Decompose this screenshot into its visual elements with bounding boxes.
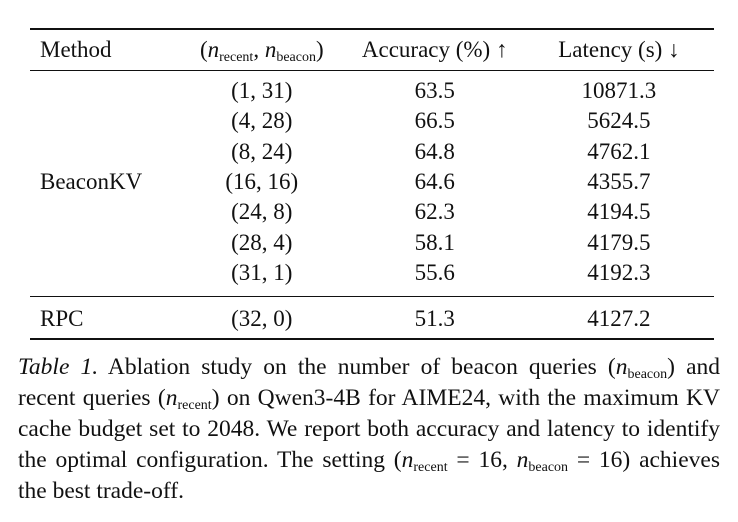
header-accuracy: Accuracy (%) ↑: [361, 37, 508, 62]
config-cell: (8, 24): [231, 138, 293, 164]
config-cell-best: (16, 16): [225, 169, 299, 195]
header-config: (nrecent, nbeacon): [199, 37, 324, 65]
method-cell: [30, 227, 178, 257]
method-cell: [30, 137, 178, 167]
table-row: (31, 1) 55.6 4192.3: [30, 258, 714, 288]
accuracy-cell: 58.1: [414, 229, 455, 255]
table-row-best: BeaconKV (16, 16) 64.6 4355.7: [30, 167, 714, 197]
table-caption: Table 1. Ablation study on the number of…: [18, 354, 721, 504]
accuracy-cell: 64.8: [414, 138, 455, 164]
table-bottom-rule: [30, 338, 714, 340]
table-row: (24, 8) 62.3 4194.5: [30, 197, 714, 227]
config-cell: (1, 31): [231, 78, 293, 104]
ablation-table: Method (nrecent, nbeacon) Accuracy (%) ↑…: [30, 30, 714, 340]
accuracy-cell: 66.5: [414, 108, 455, 134]
config-cell: (4, 28): [231, 108, 293, 134]
accuracy-cell: 51.3: [414, 306, 455, 332]
config-cell: (32, 0): [231, 306, 293, 332]
method-cell: [30, 70, 178, 106]
table-row: (1, 31) 63.5 10871.3: [30, 70, 714, 106]
method-cell: [30, 197, 178, 227]
latency-cell: 4762.1: [587, 138, 651, 164]
config-cell: (31, 1): [231, 259, 293, 285]
table-header-rule: [30, 70, 714, 71]
table-row-rpc: RPC (32, 0) 51.3 4127.2: [30, 288, 714, 340]
latency-cell: 10871.3: [581, 78, 657, 104]
table-row: (28, 4) 58.1 4179.5: [30, 227, 714, 257]
config-cell: (24, 8): [231, 199, 293, 225]
table-row: (8, 24) 64.8 4762.1: [30, 137, 714, 167]
latency-cell: 4194.5: [587, 199, 651, 225]
accuracy-cell: 63.5: [414, 78, 455, 104]
accuracy-cell: 55.6: [414, 259, 455, 285]
table-top-rule: [30, 28, 714, 30]
table-group-rule: [30, 296, 714, 297]
table-header-row: Method (nrecent, nbeacon) Accuracy (%) ↑…: [30, 30, 714, 70]
config-cell: (28, 4): [231, 229, 293, 255]
latency-cell: 4192.3: [587, 259, 651, 285]
latency-cell-best: 4355.7: [587, 169, 651, 195]
method-label-rpc: RPC: [40, 306, 84, 332]
accuracy-cell-best: 64.6: [414, 169, 455, 195]
latency-cell: 5624.5: [587, 108, 651, 134]
accuracy-cell: 62.3: [414, 199, 455, 225]
header-method: Method: [40, 37, 112, 62]
latency-cell: 4127.2: [587, 306, 651, 332]
caption-label: Table 1.: [18, 354, 99, 380]
table-row: (4, 28) 66.5 5624.5: [30, 106, 714, 136]
latency-cell: 4179.5: [587, 229, 651, 255]
header-latency: Latency (s) ↓: [558, 37, 680, 62]
method-label-beaconkv: BeaconKV: [40, 169, 143, 195]
method-cell: [30, 258, 178, 288]
method-cell: [30, 106, 178, 136]
